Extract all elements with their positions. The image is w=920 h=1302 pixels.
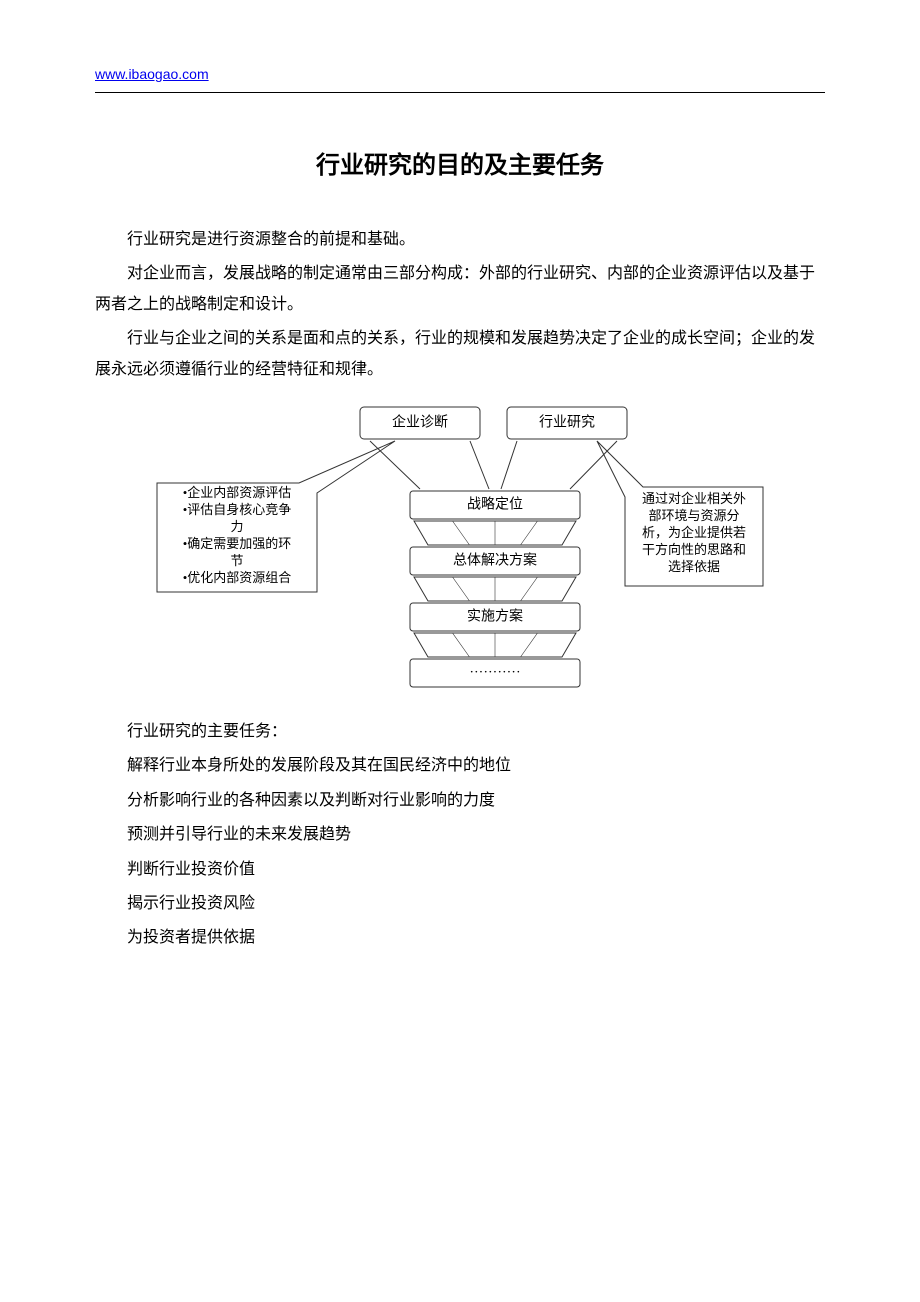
intro-paragraph-3: 行业与企业之间的关系是面和点的关系，行业的规模和发展趋势决定了企业的成长空间；企… xyxy=(95,324,825,385)
svg-text:行业研究: 行业研究 xyxy=(539,414,595,430)
task-item: 判断行业投资价值 xyxy=(95,855,825,885)
svg-text:•优化内部资源组合: •优化内部资源组合 xyxy=(183,570,292,585)
page-title: 行业研究的目的及主要任务 xyxy=(95,143,825,189)
svg-text:干方向性的思路和: 干方向性的思路和 xyxy=(642,542,746,557)
svg-text:通过对企业相关外: 通过对企业相关外 xyxy=(642,491,746,506)
svg-text:···········: ··········· xyxy=(469,665,520,680)
svg-text:企业诊断: 企业诊断 xyxy=(392,413,448,430)
task-item: 解释行业本身所处的发展阶段及其在国民经济中的地位 xyxy=(95,751,825,781)
svg-text:部环境与资源分: 部环境与资源分 xyxy=(648,508,739,523)
svg-text:•评估自身核心竞争: •评估自身核心竞争 xyxy=(183,502,292,517)
intro-paragraph-1: 行业研究是进行资源整合的前提和基础。 xyxy=(95,225,825,255)
tasks-section: 行业研究的主要任务： 解释行业本身所处的发展阶段及其在国民经济中的地位 分析影响… xyxy=(95,717,825,954)
task-item: 预测并引导行业的未来发展趋势 xyxy=(95,820,825,850)
header-link[interactable]: www.ibaogao.com xyxy=(95,66,209,82)
svg-text:•企业内部资源评估: •企业内部资源评估 xyxy=(183,485,292,500)
svg-text:总体解决方案: 总体解决方案 xyxy=(453,551,537,568)
task-item: 揭示行业投资风险 xyxy=(95,889,825,919)
task-item: 为投资者提供依据 xyxy=(95,923,825,953)
flowchart-container: 企业诊断 行业研究 •企业内部资源评估 •评估自身核心竞争力 •确定需要加强的环节 •优化… xyxy=(95,399,825,699)
svg-text:节: 节 xyxy=(230,553,243,568)
svg-text:力: 力 xyxy=(230,519,243,534)
strategy-flowchart: 企业诊断 行业研究 •企业内部资源评估 •评估自身核心竞争力 •确定需要加强的环节 •优化… xyxy=(155,399,765,699)
document-page: www.ibaogao.com 行业研究的目的及主要任务 行业研究是进行资源整合… xyxy=(0,0,920,998)
svg-text:•确定需要加强的环: •确定需要加强的环 xyxy=(183,536,292,551)
svg-text:战略定位: 战略定位 xyxy=(467,496,523,512)
svg-text:实施方案: 实施方案 xyxy=(467,607,523,624)
svg-text:选择依据: 选择依据 xyxy=(668,559,720,574)
task-item: 分析影响行业的各种因素以及判断对行业影响的力度 xyxy=(95,786,825,816)
tasks-heading: 行业研究的主要任务： xyxy=(95,717,825,747)
svg-text:析，为企业提供若: 析，为企业提供若 xyxy=(642,525,746,540)
intro-paragraph-2: 对企业而言，发展战略的制定通常由三部分构成：外部的行业研究、内部的企业资源评估以… xyxy=(95,259,825,320)
header-divider xyxy=(95,92,825,93)
